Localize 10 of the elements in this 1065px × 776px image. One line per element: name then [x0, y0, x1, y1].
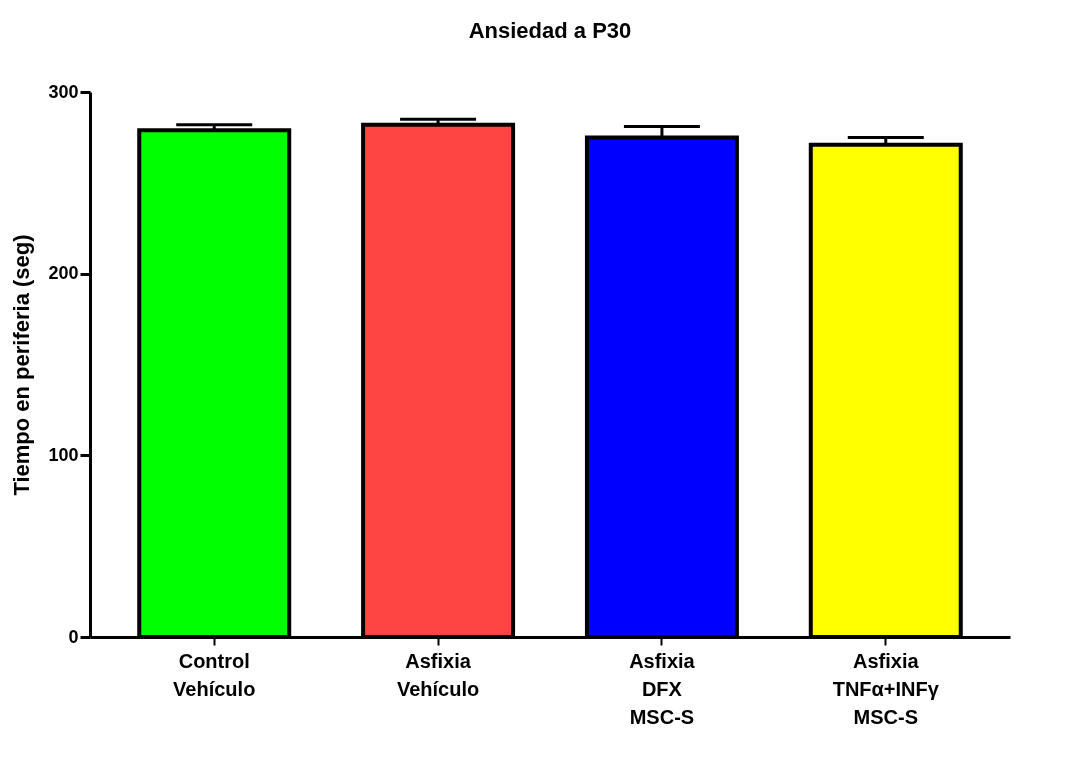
y-tick-label: 200: [48, 263, 79, 284]
chart-title: Ansiedad a P30: [468, 18, 632, 43]
y-axis-title: Tiempo en periferia (seg): [9, 234, 35, 496]
x-tick-label: Control Vehículo: [173, 649, 256, 700]
x-tick-label: Asfixia Vehículo: [396, 649, 480, 700]
y-tick-label: 300: [48, 81, 79, 102]
x-tick-label: Asfixia TNFα+INFγ MSC-S: [832, 649, 940, 728]
x-tick-label: Asfixia DFX MSC-S: [629, 649, 696, 728]
y-tick-label: 0: [68, 626, 79, 647]
y-tick-label: 100: [48, 444, 79, 465]
